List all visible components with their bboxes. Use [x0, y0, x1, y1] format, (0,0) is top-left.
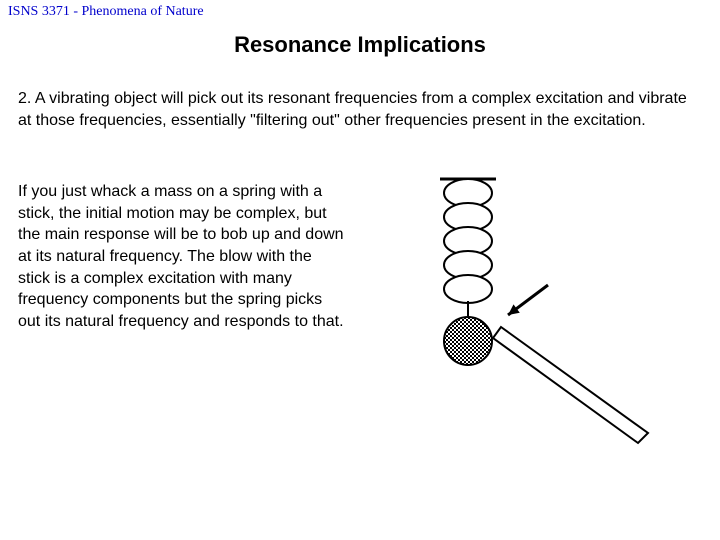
stick-icon — [493, 327, 648, 443]
body-paragraph: If you just whack a mass on a spring wit… — [18, 181, 348, 332]
ball-icon — [444, 317, 492, 365]
course-header: ISNS 3371 - Phenomena of Nature — [0, 0, 720, 24]
arrow-icon — [508, 285, 548, 315]
content-row: If you just whack a mass on a spring wit… — [0, 173, 720, 453]
page-title: Resonance Implications — [0, 32, 720, 58]
intro-paragraph: 2. A vibrating object will pick out its … — [0, 88, 720, 131]
diagram-svg — [408, 173, 668, 453]
spring-diagram — [408, 173, 668, 453]
spring-icon — [440, 179, 496, 317]
